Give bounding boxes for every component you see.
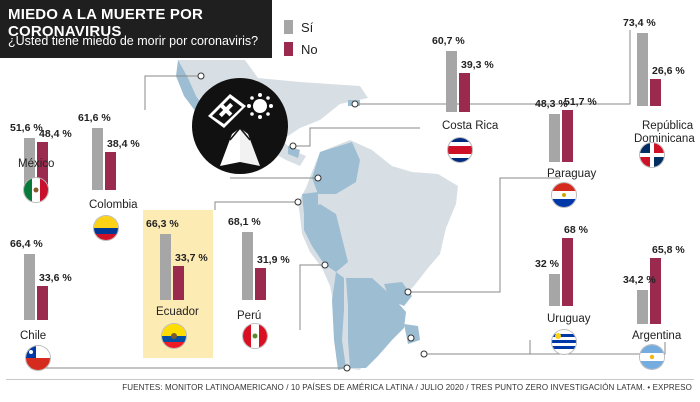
label-si-mexico: 51,6 % bbox=[10, 122, 43, 135]
flag-republica-dominicana-icon bbox=[640, 143, 664, 167]
bar-si-paraguay bbox=[549, 113, 560, 162]
bar-no-paraguay bbox=[562, 110, 573, 162]
coffin-cross-icon bbox=[208, 94, 246, 128]
legend: Sí No bbox=[284, 16, 318, 60]
label-si-peru: 68,1 % bbox=[228, 215, 261, 228]
legend-swatch-no bbox=[284, 42, 293, 56]
label-si-argentina: 34,2 % bbox=[623, 273, 656, 286]
bar-no-chile bbox=[37, 286, 48, 320]
label-no-costa-rica: 39,3 % bbox=[461, 58, 494, 71]
legend-label-no: No bbox=[301, 41, 318, 57]
flag-colombia-icon bbox=[94, 216, 118, 240]
bar-si-argentina bbox=[637, 289, 648, 324]
source-note: FUENTES: MONITOR LATINOAMERICANO / 10 PA… bbox=[122, 383, 692, 392]
leader-uruguay bbox=[424, 340, 531, 355]
label-no-colombia: 38,4 % bbox=[107, 137, 140, 150]
country-name-ecuador: Ecuador bbox=[156, 306, 199, 318]
leader-lines bbox=[30, 30, 666, 369]
label-no-uruguay: 68 % bbox=[564, 224, 588, 236]
flag-uruguay-icon bbox=[552, 330, 576, 354]
label-si-republica-dominicana: 73,4 % bbox=[623, 16, 656, 29]
flag-peru-icon bbox=[243, 324, 267, 348]
legend-item-si: Sí bbox=[284, 16, 318, 38]
leader-ecuador bbox=[214, 201, 298, 210]
praying-hands-icon bbox=[220, 126, 260, 166]
legend-swatch-si bbox=[284, 20, 293, 34]
leader-paraguay bbox=[408, 177, 560, 293]
bar-no-mexico bbox=[37, 141, 48, 190]
bar-no-argentina bbox=[650, 258, 661, 324]
bar-no-uruguay bbox=[562, 238, 573, 306]
bar-si-ecuador bbox=[160, 233, 171, 300]
flag-costa-rica-icon bbox=[448, 138, 472, 162]
label-no-paraguay: 51,7 % bbox=[564, 96, 597, 109]
bar-no-colombia bbox=[105, 151, 116, 190]
bar-si-uruguay bbox=[549, 274, 560, 306]
flag-mexico-icon bbox=[24, 178, 48, 202]
label-si-chile: 66,4 % bbox=[10, 237, 43, 250]
country-name-mexico: México bbox=[18, 158, 55, 170]
country-name-paraguay: Paraguay bbox=[547, 168, 597, 180]
bar-no-ecuador bbox=[173, 266, 184, 300]
bar-no-republica-dominicana bbox=[650, 79, 661, 106]
country-name-republica-dominicana-line2: Dominicana bbox=[634, 133, 695, 145]
country-name-uruguay: Uruguay bbox=[547, 313, 591, 325]
leader-peru bbox=[299, 264, 325, 330]
label-no-republica-dominicana: 26,6 % bbox=[652, 65, 685, 78]
footer-rule bbox=[6, 379, 694, 380]
flag-paraguay-icon bbox=[552, 183, 576, 207]
flag-chile-icon bbox=[26, 346, 50, 370]
bar-si-peru bbox=[242, 231, 253, 300]
virus-icon bbox=[247, 93, 273, 119]
label-si-uruguay: 32 % bbox=[535, 258, 559, 270]
label-no-ecuador: 33,7 % bbox=[175, 252, 208, 265]
country-name-colombia: Colombia bbox=[89, 199, 138, 211]
label-si-costa-rica: 60,7 % bbox=[432, 35, 465, 48]
legend-item-no: No bbox=[284, 38, 318, 60]
label-no-chile: 33,6 % bbox=[39, 272, 72, 285]
chart-subtitle: ¿Usted tiene miedo de morir por coronavi… bbox=[8, 34, 259, 48]
leader-argentina bbox=[424, 342, 666, 355]
colombia-region bbox=[312, 142, 360, 194]
chart-title: MIEDO A LA MUERTE POR CORONAVIRUS bbox=[8, 6, 204, 40]
label-si-paraguay: 48,3 % bbox=[535, 97, 568, 110]
bar-si-costa-rica bbox=[446, 51, 457, 112]
argentina-region bbox=[346, 278, 406, 368]
label-si-ecuador: 66,3 % bbox=[146, 217, 179, 230]
label-no-peru: 31,9 % bbox=[257, 254, 290, 267]
bar-si-republica-dominicana bbox=[637, 32, 648, 106]
label-no-mexico: 48,4 % bbox=[39, 127, 72, 140]
costa-rica-region bbox=[288, 146, 300, 158]
country-name-peru: Perú bbox=[237, 310, 262, 322]
bar-no-peru bbox=[255, 268, 266, 300]
country-name-costa-rica: Costa Rica bbox=[442, 120, 499, 132]
label-si-colombia: 61,6 % bbox=[78, 112, 111, 125]
bar-no-costa-rica bbox=[459, 72, 470, 112]
leader-dots bbox=[197, 72, 428, 372]
label-no-argentina: 65,8 % bbox=[652, 244, 685, 257]
leader-costa-rica bbox=[293, 127, 420, 147]
country-name-chile: Chile bbox=[20, 330, 47, 342]
country-name-argentina: Argentina bbox=[632, 330, 682, 342]
fear-icon-badge bbox=[192, 78, 288, 174]
leader-mexico bbox=[144, 75, 201, 110]
bar-si-colombia bbox=[92, 128, 103, 190]
flag-argentina-icon bbox=[640, 345, 664, 369]
chile-region bbox=[332, 272, 346, 370]
bar-si-chile bbox=[24, 253, 35, 320]
peru-region bbox=[304, 204, 348, 272]
flag-ecuador-icon bbox=[162, 324, 186, 348]
paraguay-region bbox=[384, 282, 412, 306]
bar-si-mexico bbox=[24, 138, 35, 190]
header-box: MIEDO A LA MUERTE POR CORONAVIRUS ¿Usted… bbox=[0, 0, 272, 58]
country-name-republica-dominicana-line1: República bbox=[642, 120, 694, 132]
legend-label-si: Sí bbox=[301, 19, 314, 35]
